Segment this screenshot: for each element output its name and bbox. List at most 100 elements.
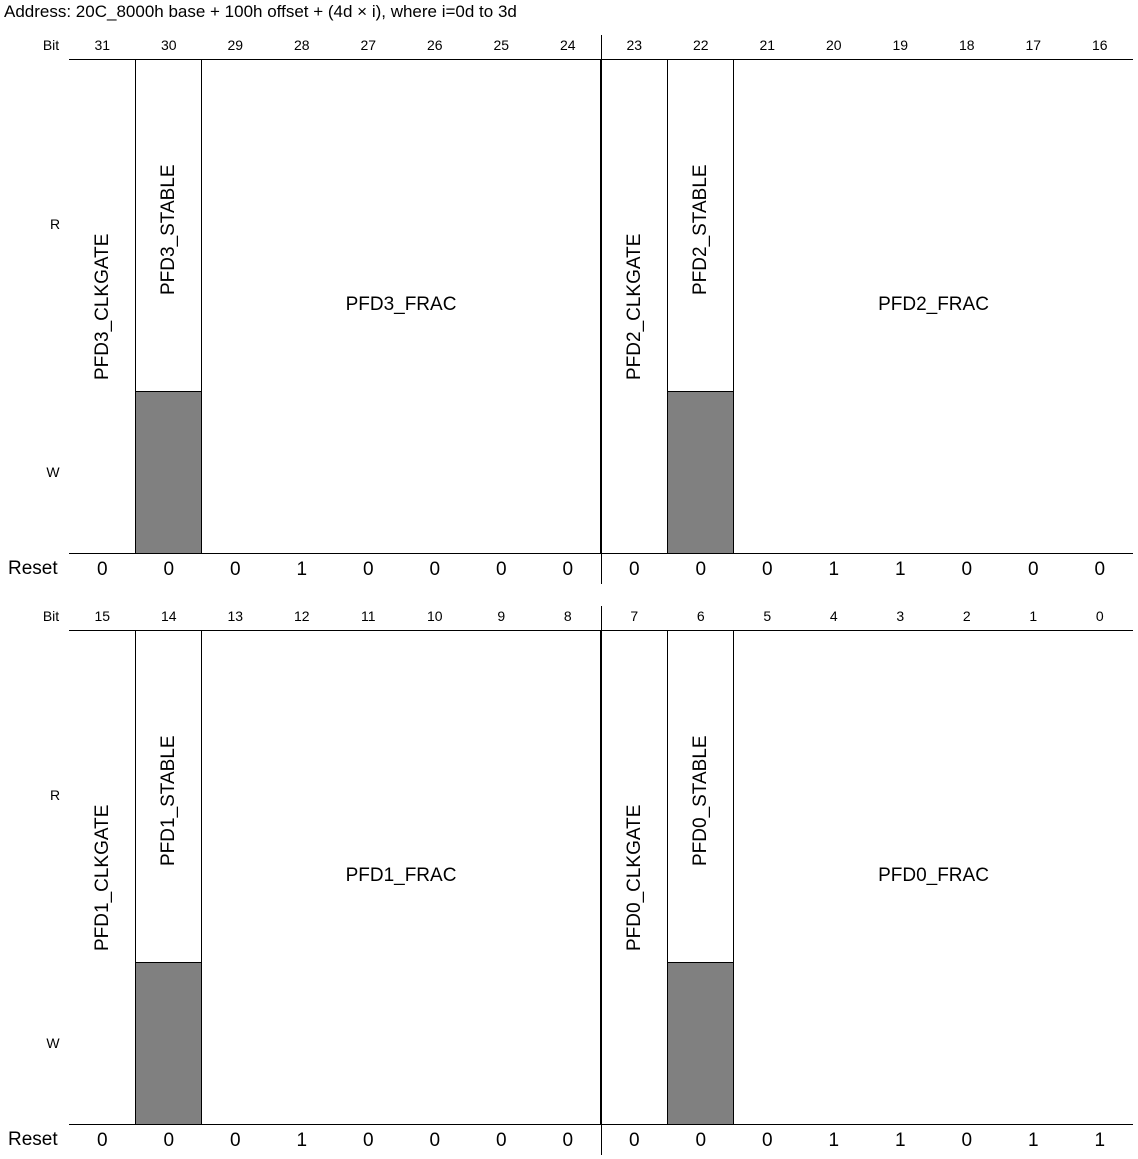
register-field: PFD0_STABLE — [667, 631, 734, 1124]
reset-value: 0 — [229, 559, 241, 580]
reset-value: 0 — [495, 559, 507, 580]
reset-value: 0 — [229, 1130, 241, 1151]
bit-number: 9 — [497, 608, 506, 624]
bit-number: 24 — [559, 37, 576, 53]
reset-row-label: Reset — [8, 558, 58, 579]
field-name-label: PFD1_STABLE — [158, 734, 179, 866]
bit-number: 29 — [227, 37, 244, 53]
register-field-grid: PFD3_CLKGATE PFD3_STABLE PFD3_FRAC PFD2_CLK… — [69, 59, 1133, 554]
read-row-label: R — [49, 216, 61, 232]
bit-number: 11 — [360, 608, 376, 624]
reset-value: 0 — [761, 559, 773, 580]
bit-number: 28 — [293, 37, 310, 53]
field-name-label: PFD3_FRAC — [345, 294, 457, 315]
bit-number: 4 — [829, 608, 838, 624]
bit-number: 19 — [892, 37, 909, 53]
bit-number: 12 — [293, 608, 310, 624]
read-row-label: R — [49, 787, 61, 803]
reset-value: 0 — [1094, 559, 1106, 580]
register-field: PFD1_STABLE — [135, 631, 202, 1124]
bit-number: 13 — [227, 608, 244, 624]
register-field: PFD3_STABLE — [135, 60, 202, 553]
bit-number: 6 — [696, 608, 705, 624]
bit-number: 8 — [563, 608, 572, 624]
reset-value: 0 — [961, 559, 973, 580]
reserved-write-area — [667, 962, 733, 1124]
write-row-label: W — [46, 464, 60, 480]
reset-value: 0 — [362, 1130, 374, 1151]
register-field: PFD3_FRAC — [202, 60, 601, 553]
reset-value: 1 — [894, 1130, 906, 1151]
register-field: PFD1_CLKGATE — [69, 631, 136, 1124]
field-name-label: PFD0_STABLE — [690, 734, 711, 866]
reset-value: 0 — [362, 559, 374, 580]
halfword-divider — [601, 35, 602, 584]
reset-value: 0 — [628, 1130, 640, 1151]
bit-row-label: Bit — [42, 37, 60, 53]
reset-value: 1 — [1094, 1130, 1106, 1151]
reset-value: 0 — [695, 1130, 707, 1151]
reset-value: 1 — [894, 559, 906, 580]
field-name-label: PFD0_FRAC — [878, 865, 989, 886]
register-field: PFD2_STABLE — [667, 60, 734, 553]
bit-number: 18 — [958, 37, 975, 53]
reset-value: 0 — [961, 1130, 973, 1151]
reset-value: 0 — [562, 1130, 574, 1151]
reset-value: 0 — [562, 559, 574, 580]
bit-number: 7 — [630, 608, 639, 624]
bit-number: 16 — [1091, 37, 1108, 53]
field-name-label: PFD2_CLKGATE — [623, 233, 645, 380]
field-name-label: PFD2_STABLE — [690, 163, 711, 295]
bit-number: 31 — [94, 37, 111, 53]
reset-value: 0 — [429, 1130, 441, 1151]
bit-number: 30 — [160, 37, 177, 53]
register-field-grid: PFD1_CLKGATE PFD1_STABLE PFD1_FRAC PFD0_CLK… — [69, 630, 1133, 1125]
reset-value: 0 — [495, 1130, 507, 1151]
reset-value: 1 — [296, 559, 308, 580]
reset-value: 0 — [429, 559, 441, 580]
field-name-label: PFD1_FRAC — [345, 865, 457, 886]
bit-number: 0 — [1095, 608, 1104, 624]
register-address: Address: 20C_8000h base + 100h offset + … — [4, 2, 517, 21]
reset-row-label: Reset — [8, 1129, 58, 1150]
reset-value: 0 — [96, 559, 108, 580]
bit-number: 25 — [493, 37, 510, 53]
reset-value: 0 — [1027, 559, 1039, 580]
reset-value: 1 — [828, 1130, 840, 1151]
bit-number: 17 — [1025, 37, 1042, 53]
bit-number: 2 — [962, 608, 971, 624]
register-field: PFD1_FRAC — [202, 631, 601, 1124]
field-name-label: PFD3_STABLE — [158, 163, 179, 295]
field-name-label: PFD1_CLKGATE — [91, 804, 113, 951]
bit-number: 3 — [896, 608, 905, 624]
bit-number: 22 — [692, 37, 709, 53]
bit-number: 21 — [759, 37, 776, 53]
bit-number: 26 — [426, 37, 443, 53]
reset-value: 1 — [828, 559, 840, 580]
field-name-label: PFD0_CLKGATE — [623, 804, 645, 951]
halfword-divider — [601, 606, 602, 1155]
bit-number: 27 — [360, 37, 377, 53]
register-field: PFD0_FRAC — [734, 631, 1133, 1124]
reserved-write-area — [667, 391, 733, 553]
reset-value: 0 — [628, 559, 640, 580]
register-field: PFD0_CLKGATE — [601, 631, 668, 1124]
bit-number: 10 — [426, 608, 443, 624]
bit-number: 5 — [763, 608, 772, 624]
bit-number: 1 — [1029, 608, 1038, 624]
write-row-label: W — [46, 1035, 60, 1051]
register-field: PFD2_FRAC — [734, 60, 1133, 553]
reset-value: 1 — [296, 1130, 308, 1151]
reset-value: 1 — [1027, 1130, 1039, 1151]
reset-value: 0 — [96, 1130, 108, 1151]
register-block-1: Bit R W Reset 15 14 13 12 11 10 9 8 7 6 5 4 3 2 1 0 PFD1_CLK… — [0, 571, 1138, 1155]
bit-row-label: Bit — [42, 608, 60, 624]
register-block-0: Bit R W Reset 31 30 29 28 27 26 25 24 23 22 21 20 19 18 17… — [0, 0, 1138, 584]
bit-number: 20 — [825, 37, 842, 53]
register-field: PFD3_CLKGATE — [69, 60, 136, 553]
reset-value: 0 — [695, 559, 707, 580]
reset-value: 0 — [761, 1130, 773, 1151]
reset-value: 0 — [163, 1130, 175, 1151]
bit-number: 14 — [160, 608, 177, 624]
reserved-write-area — [135, 391, 201, 553]
